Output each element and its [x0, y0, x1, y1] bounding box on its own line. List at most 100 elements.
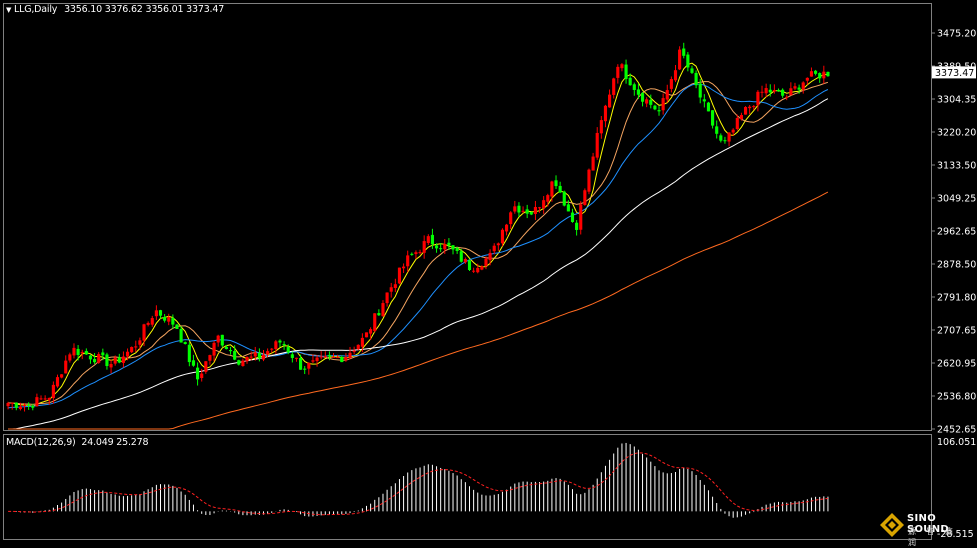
candle-body [546, 195, 550, 202]
candle-body [134, 346, 138, 348]
candle-body [570, 212, 575, 222]
candle-body [505, 224, 509, 232]
candle-body [323, 356, 327, 358]
candle-body [356, 344, 360, 350]
candle-body [113, 357, 117, 364]
candle-body [533, 207, 537, 214]
candle-body [698, 83, 702, 98]
candle-body [661, 98, 665, 111]
candle-body [253, 352, 257, 357]
macd-label: MACD(12,26,9) [6, 437, 76, 448]
chart-symbol-header: ▼ LLG,Daily 3356.10 3376.62 3356.01 3373… [6, 4, 224, 15]
candle-body [360, 337, 364, 347]
ma120-line [8, 191, 829, 430]
candle-body [608, 94, 612, 108]
candle-body [521, 210, 525, 212]
candle-body [711, 110, 715, 126]
macd-indicator: 106.051 -28.515 [8, 437, 976, 540]
ma20-line [8, 83, 829, 409]
candle-body [183, 342, 187, 345]
candle-body [187, 344, 191, 363]
candle-body [459, 251, 463, 262]
candle-body [636, 89, 640, 95]
candle-body [385, 292, 389, 304]
candle-body [781, 89, 785, 96]
candle-body [620, 64, 624, 69]
candle-body [319, 356, 323, 358]
candle-body [599, 120, 603, 134]
candle-body [117, 357, 121, 363]
candle-body [80, 352, 84, 354]
candle-body [336, 357, 340, 359]
candle-body [434, 245, 439, 249]
candle-body [142, 324, 146, 341]
candle-body [216, 335, 220, 343]
candle-body [756, 91, 760, 106]
candle-body [463, 259, 467, 263]
candle-body [200, 373, 204, 379]
candle-body [694, 72, 698, 86]
candle-body [237, 360, 241, 365]
candle-body [212, 342, 216, 356]
candle-body [109, 364, 113, 368]
candle-body [706, 102, 711, 112]
candle-body [793, 86, 797, 89]
candle-body [208, 355, 212, 361]
watermark-logo: SINO SOUND 源 智 鑫 润 [877, 510, 973, 547]
candle-body [727, 132, 731, 142]
candle-body [261, 354, 266, 360]
symbol-dropdown-icon[interactable]: ▼ [6, 6, 12, 14]
candle-body [579, 204, 583, 230]
candle-body [743, 107, 748, 115]
candle-body [27, 404, 31, 406]
candle-body [558, 185, 562, 193]
candle-body [175, 324, 179, 329]
candle-body [657, 110, 661, 112]
candle-body [628, 77, 632, 86]
candle-body [294, 357, 299, 359]
y-tick-label: 3220.20 [937, 128, 976, 139]
candle-body [537, 207, 542, 209]
candle-body [364, 332, 369, 338]
ma10-line [8, 81, 829, 405]
y-tick-label: 3304.35 [937, 95, 976, 106]
candle-body [84, 350, 88, 355]
candle-body [72, 347, 76, 356]
candle-body [447, 242, 451, 246]
candle-body [163, 317, 167, 321]
candle-body [752, 106, 756, 108]
candle-body [204, 361, 208, 372]
candle-body [562, 191, 566, 206]
candle-body [587, 169, 591, 192]
candle-body [179, 329, 183, 343]
candle-body [158, 310, 163, 316]
candle-body [764, 88, 768, 94]
candle-body [583, 190, 587, 205]
candle-body [649, 99, 653, 105]
candle-body [93, 358, 97, 363]
candle-body [43, 398, 47, 400]
candle-body [480, 266, 484, 270]
candle-body [760, 91, 764, 93]
logo-brand: SINO SOUND [907, 513, 949, 535]
candle-body [14, 402, 18, 408]
candle-body [719, 135, 723, 141]
candle-body [513, 206, 517, 212]
candle-body [402, 266, 406, 269]
candle-body [702, 99, 706, 102]
candle-body [397, 267, 402, 284]
candle-body [566, 204, 570, 212]
candle-body [286, 346, 290, 353]
candle-body [735, 118, 739, 129]
candle-body [150, 318, 154, 325]
candle-body [299, 358, 303, 370]
candle-body [455, 247, 459, 252]
candle-body [249, 356, 253, 358]
candle-body [776, 89, 781, 92]
candle-body [739, 115, 743, 119]
candle-body [282, 344, 286, 346]
candle-body [797, 87, 801, 90]
candle-body [439, 248, 443, 250]
candle-body [673, 70, 678, 81]
candle-body [488, 252, 492, 261]
